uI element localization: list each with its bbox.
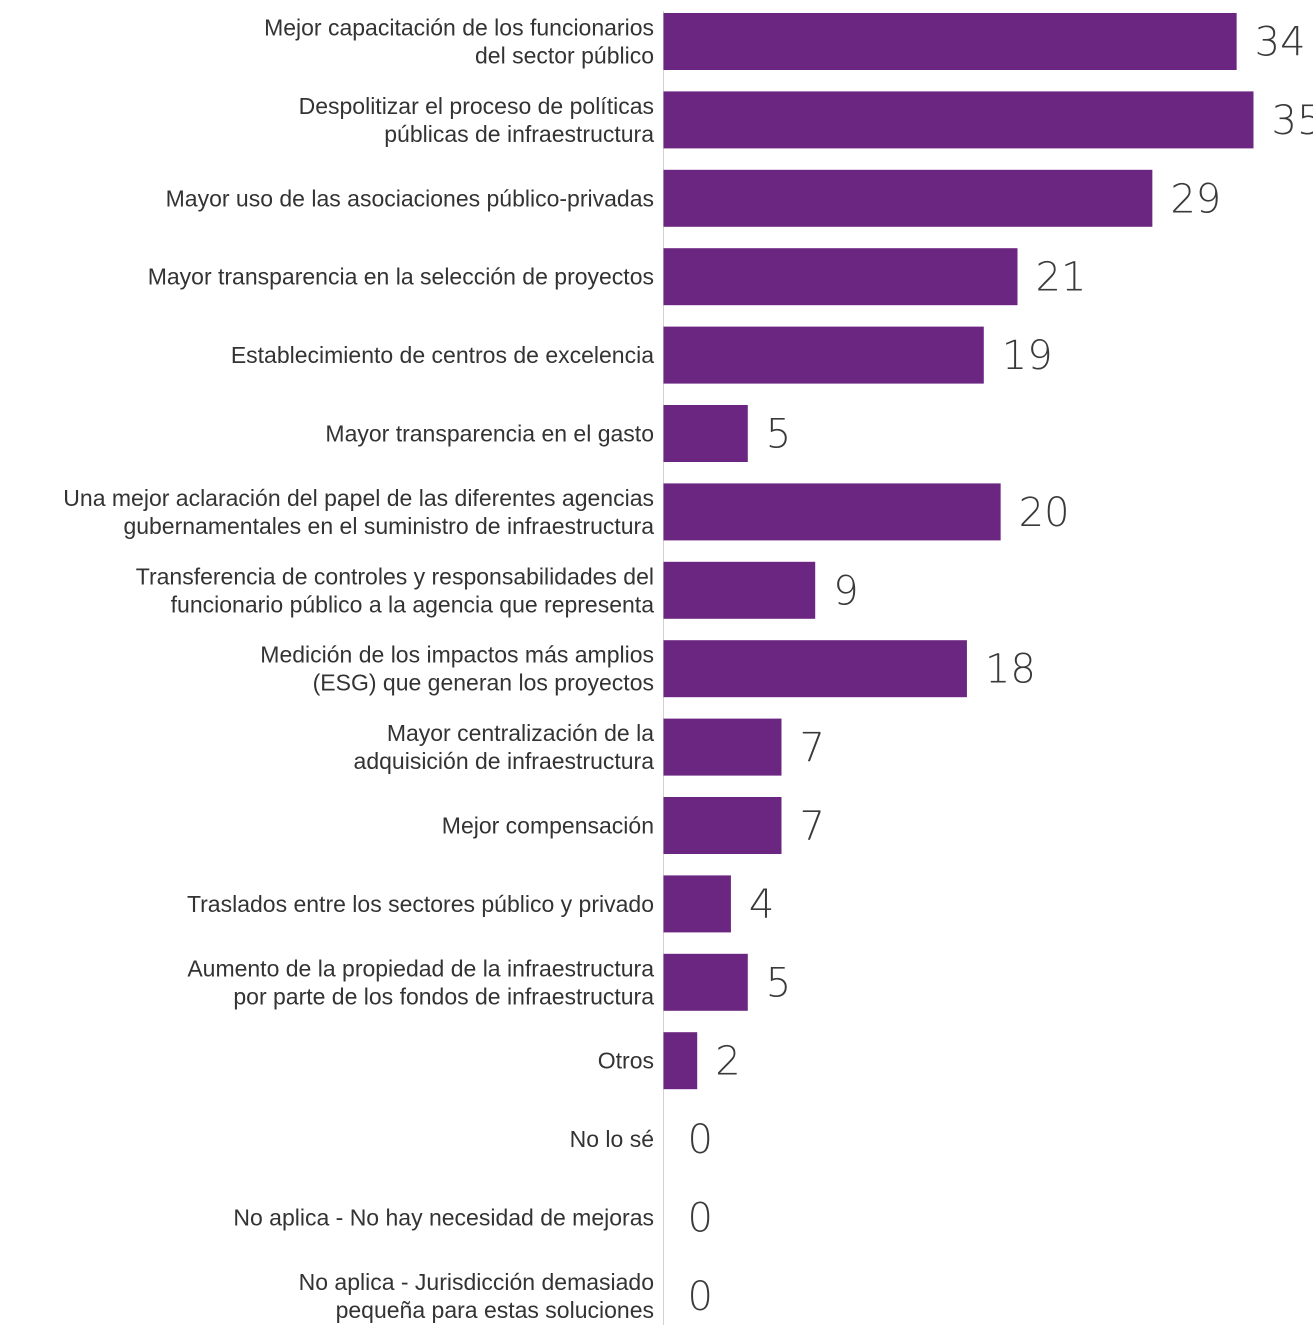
category-label: No aplica - Jurisdicción demasiado pequeñ…	[299, 1269, 654, 1323]
bar	[663, 953, 748, 1011]
category-label: No lo sé	[570, 1126, 654, 1152]
category-label: Transferencia de controles y responsabil…	[136, 563, 654, 617]
value-label: 0	[688, 1196, 713, 1242]
category-label: Mayor transparencia en el gasto	[325, 421, 654, 447]
category-label-line: del sector público	[475, 43, 654, 69]
category-label-line: adquisición de infraestructura	[354, 748, 655, 774]
value-label: 0	[688, 1117, 713, 1163]
value-label: 29	[1170, 176, 1221, 222]
category-label-line: por parte de los fondos de infraestructu…	[233, 983, 654, 1009]
category-label-line: Transferencia de controles y responsabil…	[136, 563, 654, 589]
category-label: Traslados entre los sectores público y p…	[187, 891, 654, 917]
category-label: Mejor compensación	[442, 813, 654, 839]
value-label: 21	[1036, 255, 1087, 301]
category-label-line: pequeña para estas soluciones	[336, 1297, 654, 1323]
bar	[663, 718, 782, 776]
value-label: 20	[1019, 490, 1070, 536]
bar	[663, 326, 984, 384]
category-label-line: No lo sé	[570, 1126, 654, 1152]
category-label: Establecimiento de centros de excelencia	[231, 342, 654, 368]
category-label-line: Mayor transparencia en la selección de p…	[148, 264, 654, 290]
value-label: 5	[766, 412, 791, 458]
category-label: Mejor capacitación de los funcionarios de…	[264, 15, 654, 69]
value-label: 0	[688, 1274, 713, 1320]
category-label: Mayor transparencia en la selección de p…	[148, 264, 654, 290]
category-label: No aplica - No hay necesidad de mejoras	[233, 1205, 654, 1231]
bar	[663, 483, 1001, 541]
value-label: 5	[766, 960, 791, 1006]
category-label-line: (ESG) que generan los proyectos	[313, 670, 654, 696]
category-label: Medición de los impactos más amplios (ESG…	[260, 642, 654, 696]
category-label: Una mejor aclaración del papel de las di…	[63, 485, 654, 539]
category-label-line: gubernamentales en el suministro de infr…	[123, 513, 654, 539]
category-label-line: Mejor capacitación de los funcionarios	[264, 15, 654, 41]
value-label: 7	[800, 725, 825, 771]
category-label-line: Mayor transparencia en el gasto	[325, 421, 654, 447]
value-label: 34	[1255, 20, 1306, 66]
category-label-line: Medición de los impactos más amplios	[260, 642, 654, 668]
category-label-line: Traslados entre los sectores público y p…	[187, 891, 654, 917]
category-label-line: Mejor compensación	[442, 813, 654, 839]
bar	[663, 169, 1153, 227]
category-label-line: Una mejor aclaración del papel de las di…	[63, 485, 654, 511]
bar	[663, 13, 1237, 70]
category-label-line: Mayor centralización de la	[387, 720, 654, 746]
bar	[663, 561, 816, 619]
bar	[663, 91, 1254, 149]
bar	[663, 640, 967, 698]
bar	[663, 797, 782, 854]
bar	[663, 1032, 698, 1090]
category-label-line: públicas de infraestructura	[384, 121, 654, 147]
value-label: 9	[833, 568, 858, 614]
value-label: 18	[985, 647, 1036, 693]
value-label: 2	[715, 1039, 740, 1085]
bar	[663, 405, 748, 462]
category-label: Mayor uso de las asociaciones público-pr…	[166, 185, 654, 211]
category-label: Mayor centralización de la adquisición de…	[354, 720, 655, 774]
category-label-line: No aplica - Jurisdicción demasiado	[299, 1269, 654, 1295]
value-label: 7	[800, 804, 825, 850]
value-label: 4	[749, 882, 774, 928]
category-label-line: Aumento de la propiedad de la infraestru…	[187, 955, 654, 981]
category-label-line: Otros	[598, 1048, 654, 1074]
category-label: Aumento de la propiedad de la infraestru…	[187, 955, 654, 1009]
category-label: Otros	[598, 1048, 654, 1074]
bar	[663, 248, 1018, 306]
bar	[663, 875, 731, 933]
value-label: 19	[1002, 333, 1053, 379]
category-label-line: funcionario público a la agencia que rep…	[171, 591, 655, 617]
category-label-line: Despolitizar el proceso de políticas	[299, 93, 654, 119]
category-label-line: Establecimiento de centros de excelencia	[231, 342, 654, 368]
category-label: Despolitizar el proceso de políticas públ…	[299, 93, 655, 147]
category-label-line: No aplica - No hay necesidad de mejoras	[233, 1205, 654, 1231]
category-label-line: Mayor uso de las asociaciones público-pr…	[166, 185, 654, 211]
value-label: 35	[1272, 98, 1313, 144]
